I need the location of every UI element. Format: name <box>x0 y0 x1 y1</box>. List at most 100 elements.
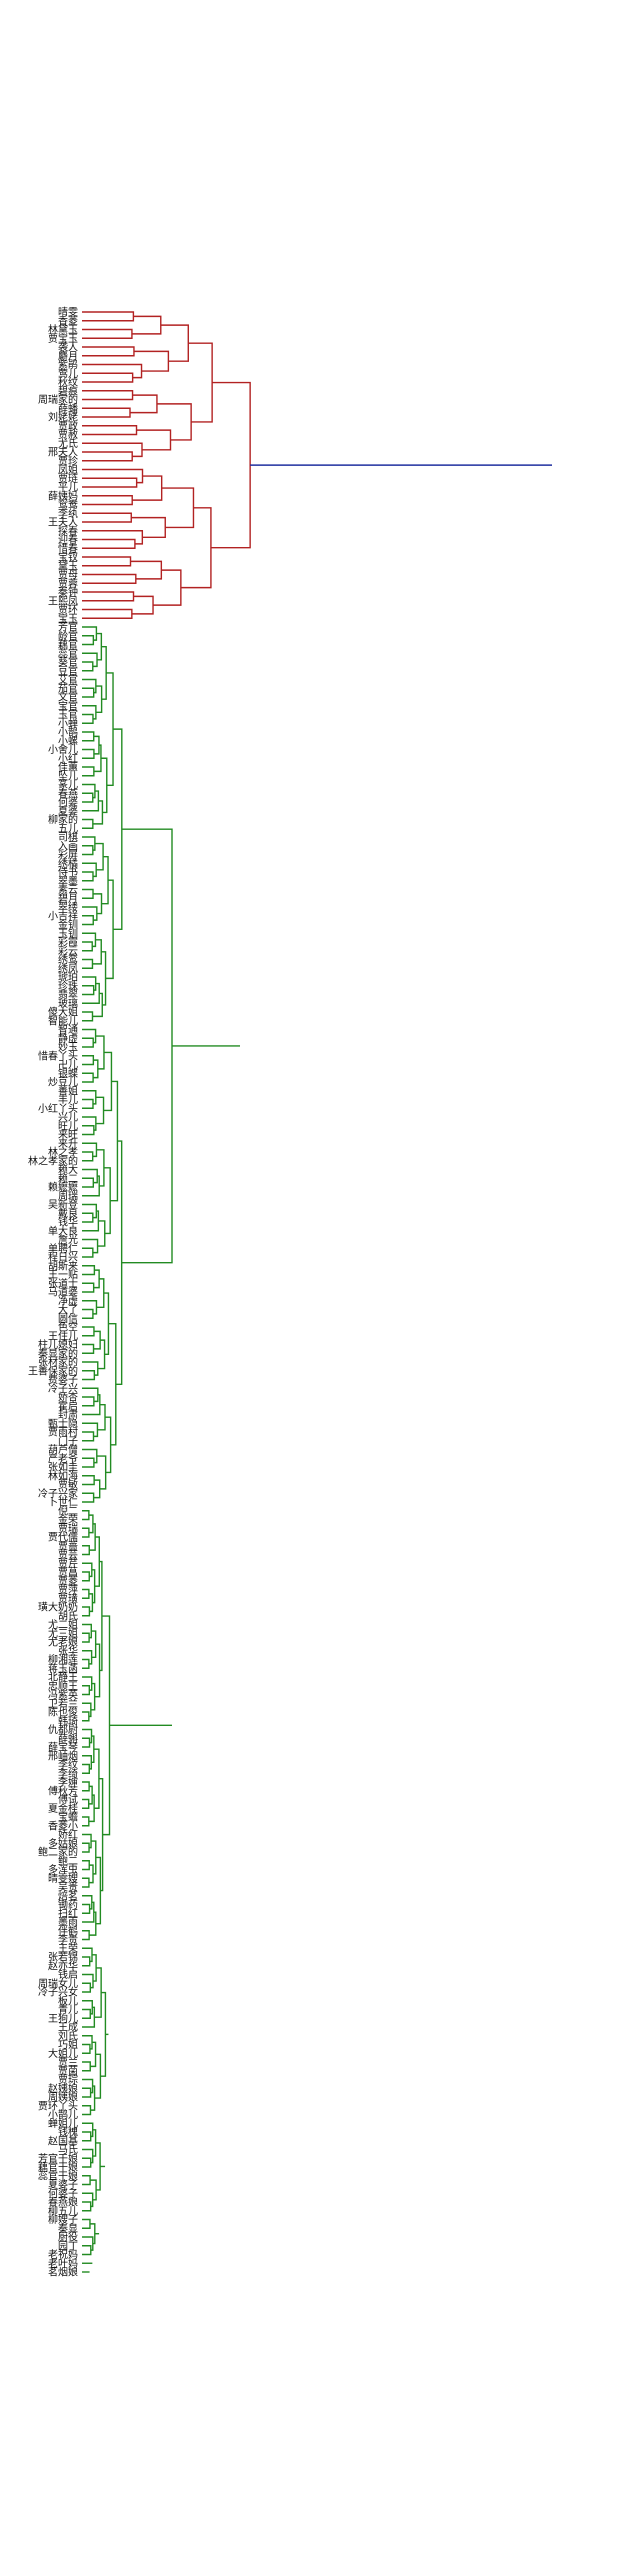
leaf-label: 李纨 <box>58 507 78 520</box>
leaf-label: 篆儿 <box>58 778 78 791</box>
dendrogram-link <box>103 1292 110 1356</box>
leaf-label: 玉钏 <box>58 928 78 940</box>
dendrogram-link <box>82 1175 100 1197</box>
leaf-label: 彩屏 <box>58 849 78 861</box>
dendrogram-link <box>180 507 212 589</box>
dendrogram-link <box>82 1901 95 1923</box>
leaf-label: 色空 <box>58 1321 78 1334</box>
leaf-label: 静虚 <box>58 1032 78 1045</box>
leaf-label: 贾蔷 <box>58 1539 78 1552</box>
leaf-label: 茄官 <box>58 682 78 695</box>
dendrogram-link <box>82 2175 91 2186</box>
leaf-label: 薛姨妈 <box>48 489 78 502</box>
leaf-label: 香菱 <box>58 315 78 327</box>
dendrogram-link <box>95 1096 105 1125</box>
leaf-label: 宝蟾 <box>58 1811 78 1824</box>
dendrogram-link <box>82 748 95 759</box>
leaf-label: 银蝶 <box>58 1067 78 1080</box>
dendrogram-link <box>82 1168 98 1184</box>
leaf-label: 王熙凤 <box>48 595 78 607</box>
dendrogram-link <box>82 1125 95 1136</box>
dendrogram-link <box>82 372 134 383</box>
leaf-label: 刘氏 <box>58 2030 78 2042</box>
leaf-label: 平儿 <box>58 482 78 494</box>
leaf-label: 薛蝌 <box>58 1733 78 1745</box>
dendrogram-link <box>82 1370 96 1381</box>
leaf-label: 邢岫烟 <box>48 1749 78 1762</box>
dendrogram-link <box>82 1650 93 1665</box>
leaf-label: 入画 <box>58 841 78 852</box>
dendrogram-link <box>82 731 95 742</box>
dendrogram-link <box>82 941 93 952</box>
leaf-label: 仇都尉 <box>48 1723 78 1736</box>
leaf-label: 王住儿 <box>48 1329 78 1342</box>
leaf-label: 坠儿 <box>58 770 78 782</box>
leaf-label: 墨雨 <box>58 1917 78 1929</box>
leaf-label: 善姐 <box>58 1084 78 1097</box>
dendrogram-link <box>82 985 95 996</box>
dendrogram-link <box>93 735 100 755</box>
leaf-label: 藕官 <box>58 638 78 651</box>
dendrogram-link <box>82 652 98 668</box>
leaf-label: 贾萍 <box>58 1584 78 1596</box>
leaf-label: 柳家的 <box>48 813 78 826</box>
leaf-label: 冷子兴 <box>48 1382 78 1395</box>
dendrogram-link <box>82 1203 98 1219</box>
dendrogram-link <box>82 468 144 484</box>
dendrogram-link <box>93 893 103 915</box>
leaf-label: 甄士隐 <box>48 1417 78 1430</box>
dendrogram-link <box>82 626 98 641</box>
dendrogram-link <box>82 1282 95 1293</box>
dendrogram-link <box>82 1711 90 1722</box>
dendrogram-link <box>82 1676 93 1691</box>
dendrogram-link <box>82 512 132 523</box>
leaf-label: 贾敏 <box>58 1478 78 1491</box>
leaf-label: 彩云 <box>58 945 78 957</box>
dendrogram-link <box>82 1387 99 1403</box>
dendrogram-link <box>82 1973 94 1989</box>
dendrogram-link <box>82 556 132 567</box>
leaf-label: 冷子兴女 <box>38 1986 78 1999</box>
dendrogram-link <box>82 1702 92 1718</box>
leaf-label: 小红 <box>58 752 78 765</box>
leaf-label: 傻大姐 <box>48 1006 78 1019</box>
dendrogram-link <box>82 1308 94 1319</box>
dendrogram-link <box>82 705 97 720</box>
leaf-label: 玻璃 <box>58 997 78 1010</box>
dendrogram-link <box>82 2245 92 2256</box>
dendrogram-link <box>101 1615 111 1836</box>
leaf-label: 张材家的 <box>38 1356 78 1369</box>
dendrogram-link <box>82 1265 96 1276</box>
leaf-label: 兴儿 <box>58 1112 78 1124</box>
leaf-label: 贾菖 <box>58 1566 78 1579</box>
dendrogram-link <box>89 1523 96 1551</box>
leaf-label: 赵姨娘 <box>48 2082 78 2095</box>
leaf-label: 尤老娘 <box>48 1636 78 1649</box>
dendrogram-link <box>82 687 95 698</box>
dendrogram-link <box>94 1536 100 1587</box>
dendrogram-link <box>110 1080 119 1202</box>
leaf-label: 尤氏 <box>58 437 78 450</box>
leaf-label: 单聘仁 <box>48 1242 78 1255</box>
leaf-label: 蝉姐儿 <box>48 2117 78 2130</box>
leaf-label: 小鹊 <box>58 726 78 739</box>
leaf-label: 霍启 <box>58 1399 78 1412</box>
dendrogram-link <box>97 1339 106 1370</box>
leaf-label: 贾芹 <box>58 1558 78 1570</box>
leaf-label: 忠顺王 <box>48 1680 78 1692</box>
leaf-label: 玉官 <box>58 708 78 721</box>
leaf-label: 晴雯 <box>58 306 78 319</box>
dendrogram-link <box>82 1527 90 1538</box>
leaf-label-layer: 晴雯香菱林黛玉贾宝玉袭人麝月紫鹃莺儿秋纹碧痕周瑞家的薛蟠刘姥姥贾政贾赦尤氏邢夫人… <box>28 306 78 2279</box>
leaf-label: 芳官 <box>58 621 78 634</box>
leaf-label: 贾琮 <box>58 2073 78 2086</box>
dendrogram-link <box>82 766 95 777</box>
leaf-label: 惜春 <box>58 542 78 555</box>
leaf-label: 严老爷 <box>48 1452 78 1465</box>
leaf-label: 王一贴 <box>48 1268 78 1281</box>
leaf-label: 封肃 <box>58 1408 78 1421</box>
leaf-label: 巧姐 <box>58 2038 78 2051</box>
dendrogram-link <box>82 1475 95 1486</box>
dendrogram-link <box>82 1300 98 1315</box>
dendrogram-link <box>130 560 163 580</box>
